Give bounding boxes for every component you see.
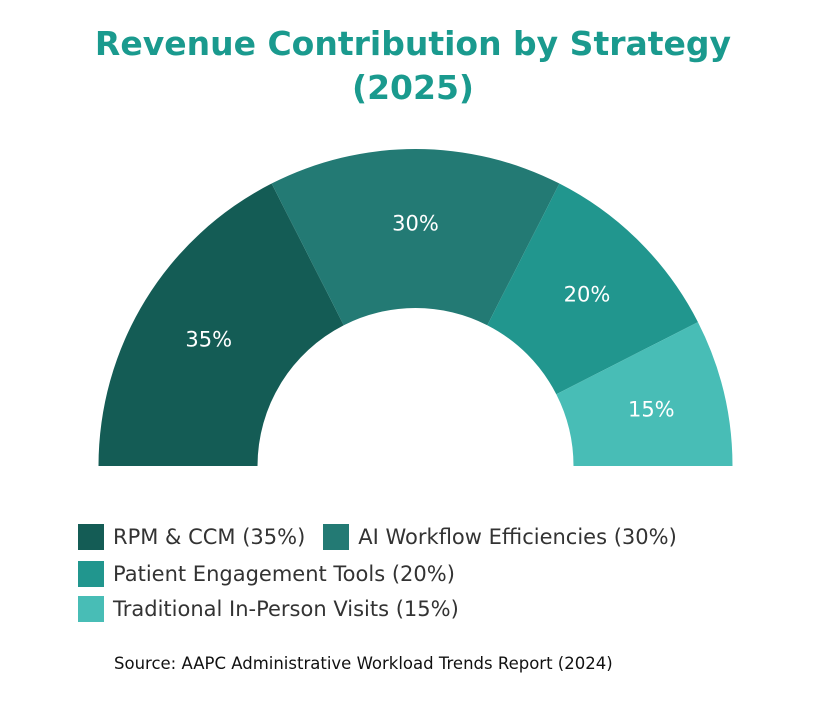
legend-item-ai-workflow[interactable]: AI Workflow Efficiencies (30%) <box>323 524 677 550</box>
data-label-rpm-ccm: 35% <box>185 327 232 351</box>
legend-row-1: RPM & CCM (35%) AI Workflow Efficiencies… <box>78 522 695 552</box>
legend-swatch <box>78 596 104 622</box>
legend-swatch <box>323 524 350 550</box>
chart-slices <box>98 148 733 466</box>
legend-label: RPM & CCM (35%) <box>113 525 306 549</box>
legend-row-2: Patient Engagement Tools (20%) <box>78 559 473 589</box>
slice-ai-workflow[interactable] <box>271 148 560 326</box>
legend-item-traditional-visits[interactable]: Traditional In-Person Visits (15%) <box>78 596 459 622</box>
data-label-ai-workflow: 30% <box>392 212 439 236</box>
chart-data-labels: 35% 30% 20% 15% <box>185 212 674 422</box>
legend-label: Traditional In-Person Visits (15%) <box>113 597 459 621</box>
slice-traditional-visits[interactable] <box>556 322 733 466</box>
legend-label: AI Workflow Efficiencies (30%) <box>358 525 677 549</box>
data-label-patient-engagement: 20% <box>564 283 611 307</box>
legend-item-patient-engagement[interactable]: Patient Engagement Tools (20%) <box>78 561 455 587</box>
source-note: Source: AAPC Administrative Workload Tre… <box>114 654 613 673</box>
slice-rpm-ccm[interactable] <box>98 183 344 466</box>
legend-item-rpm-ccm[interactable]: RPM & CCM (35%) <box>78 524 305 550</box>
chart-title: Revenue Contribution by Strategy (2025) <box>0 22 826 110</box>
chart-title-line-1: Revenue Contribution by Strategy <box>94 24 732 63</box>
slice-patient-engagement[interactable] <box>487 183 698 395</box>
chart-title-line-2: (2025) <box>351 68 474 107</box>
legend-label: Patient Engagement Tools (20%) <box>113 562 455 586</box>
legend-swatch <box>78 524 104 550</box>
legend-row-3: Traditional In-Person Visits (15%) <box>78 594 477 624</box>
semicircle-donut-chart: 35% 30% 20% 15% <box>98 148 733 466</box>
legend-swatch <box>78 561 104 587</box>
data-label-traditional-visits: 15% <box>628 397 675 421</box>
